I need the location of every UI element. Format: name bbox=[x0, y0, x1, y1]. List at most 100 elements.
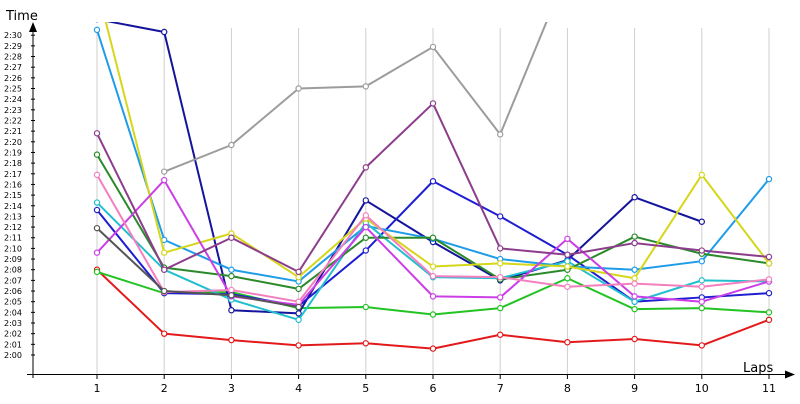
data-point bbox=[295, 85, 302, 92]
data-point bbox=[295, 310, 302, 317]
y-axis-ticks: 2:00 2:012:02 2:03 2:042:05 2:06 2:072:08 2:09… bbox=[4, 31, 35, 360]
x-axis-arrow-icon bbox=[785, 370, 795, 379]
data-point bbox=[765, 253, 773, 261]
data-point bbox=[497, 273, 504, 281]
y-tick-label: 2:10 bbox=[4, 244, 22, 253]
data-point bbox=[698, 257, 706, 265]
data-point bbox=[95, 22, 99, 23]
series-12 bbox=[93, 224, 302, 311]
data-point bbox=[698, 304, 706, 312]
series-lines bbox=[93, 22, 773, 352]
y-tick-label: 2:03 bbox=[4, 319, 22, 328]
data-point bbox=[564, 339, 571, 346]
data-point bbox=[631, 233, 638, 240]
data-point bbox=[362, 303, 369, 311]
x-tick-label: 1 bbox=[94, 382, 101, 395]
y-tick-label: 2:18 bbox=[4, 159, 22, 168]
data-point bbox=[295, 342, 302, 349]
series-line bbox=[96, 227, 299, 309]
y-tick-label: 2:20 bbox=[4, 138, 22, 147]
data-point bbox=[93, 249, 101, 256]
x-tick-label: 5 bbox=[362, 382, 369, 395]
data-point bbox=[631, 275, 638, 282]
data-point bbox=[698, 247, 706, 254]
data-point bbox=[564, 251, 571, 258]
data-point bbox=[698, 171, 706, 179]
data-point bbox=[295, 298, 302, 305]
y-tick-label: 2:29 bbox=[4, 42, 22, 51]
series-10 bbox=[93, 171, 773, 305]
data-point bbox=[228, 141, 235, 149]
data-point bbox=[765, 276, 773, 283]
y-tick-label: 2:15 bbox=[4, 191, 22, 200]
data-point bbox=[429, 100, 437, 107]
data-point bbox=[93, 224, 101, 232]
series-8 bbox=[104, 22, 773, 282]
data-point bbox=[698, 342, 706, 349]
y-tick-label: 2:23 bbox=[4, 106, 22, 115]
y-tick-label: 2:22 bbox=[4, 116, 22, 125]
data-point bbox=[362, 247, 369, 254]
data-point bbox=[497, 331, 504, 338]
data-point bbox=[228, 266, 235, 273]
y-tick-label: 2:24 bbox=[4, 95, 22, 104]
y-tick-label: 2:17 bbox=[4, 170, 22, 179]
x-tick-label: 9 bbox=[631, 382, 638, 395]
data-point bbox=[564, 283, 571, 290]
data-point bbox=[362, 164, 369, 171]
data-point bbox=[295, 285, 302, 293]
x-tick-label: 11 bbox=[762, 382, 776, 395]
data-point bbox=[631, 298, 638, 305]
x-tick-label: 2 bbox=[161, 382, 168, 395]
data-point bbox=[429, 263, 437, 270]
data-point bbox=[160, 249, 168, 256]
data-point bbox=[228, 286, 235, 294]
data-point bbox=[93, 171, 101, 179]
data-point bbox=[631, 335, 638, 343]
data-point bbox=[429, 311, 437, 318]
data-point bbox=[160, 168, 168, 175]
data-point bbox=[228, 234, 235, 241]
y-axis-title: Time bbox=[5, 9, 38, 24]
data-point bbox=[765, 309, 773, 316]
data-point bbox=[295, 303, 302, 311]
y-tick-label: 2:13 bbox=[4, 212, 22, 221]
data-point bbox=[362, 234, 369, 241]
data-point bbox=[631, 293, 638, 300]
data-point bbox=[362, 83, 369, 90]
data-point bbox=[429, 178, 437, 185]
data-point bbox=[429, 234, 437, 241]
y-tick-label: 2:06 bbox=[4, 287, 22, 296]
y-tick-label: 2:05 bbox=[4, 298, 22, 307]
y-tick-label: 2:30 bbox=[4, 31, 22, 40]
x-axis-ticks: 1 2 3 4 5 6 7 8 9 10 11 bbox=[94, 374, 776, 395]
data-point bbox=[362, 212, 369, 219]
y-tick-label: 2:07 bbox=[4, 276, 22, 285]
data-point bbox=[93, 206, 101, 214]
data-point bbox=[497, 131, 504, 138]
y-tick-label: 2:00 bbox=[4, 351, 22, 360]
y-tick-label: 2:01 bbox=[4, 340, 22, 349]
data-point bbox=[698, 298, 706, 305]
x-tick-label: 4 bbox=[295, 382, 302, 395]
data-point bbox=[765, 260, 773, 267]
data-point bbox=[93, 199, 101, 206]
data-point bbox=[698, 277, 706, 284]
data-point bbox=[160, 330, 168, 337]
data-point bbox=[698, 283, 706, 290]
y-axis-arrow-icon bbox=[29, 22, 37, 32]
x-tick-label: 3 bbox=[228, 382, 235, 395]
x-tick-label: 10 bbox=[695, 382, 709, 395]
data-point bbox=[497, 294, 504, 301]
y-tick-label: 2:04 bbox=[4, 308, 22, 317]
data-point bbox=[160, 28, 168, 36]
data-point bbox=[295, 273, 302, 281]
data-point bbox=[631, 266, 638, 273]
y-tick-label: 2:26 bbox=[4, 74, 22, 83]
y-tick-label: 2:16 bbox=[4, 180, 22, 189]
series-line bbox=[106, 22, 703, 315]
y-tick-label: 2:09 bbox=[4, 255, 22, 264]
x-tick-label: 8 bbox=[564, 382, 571, 395]
data-point bbox=[497, 304, 504, 312]
